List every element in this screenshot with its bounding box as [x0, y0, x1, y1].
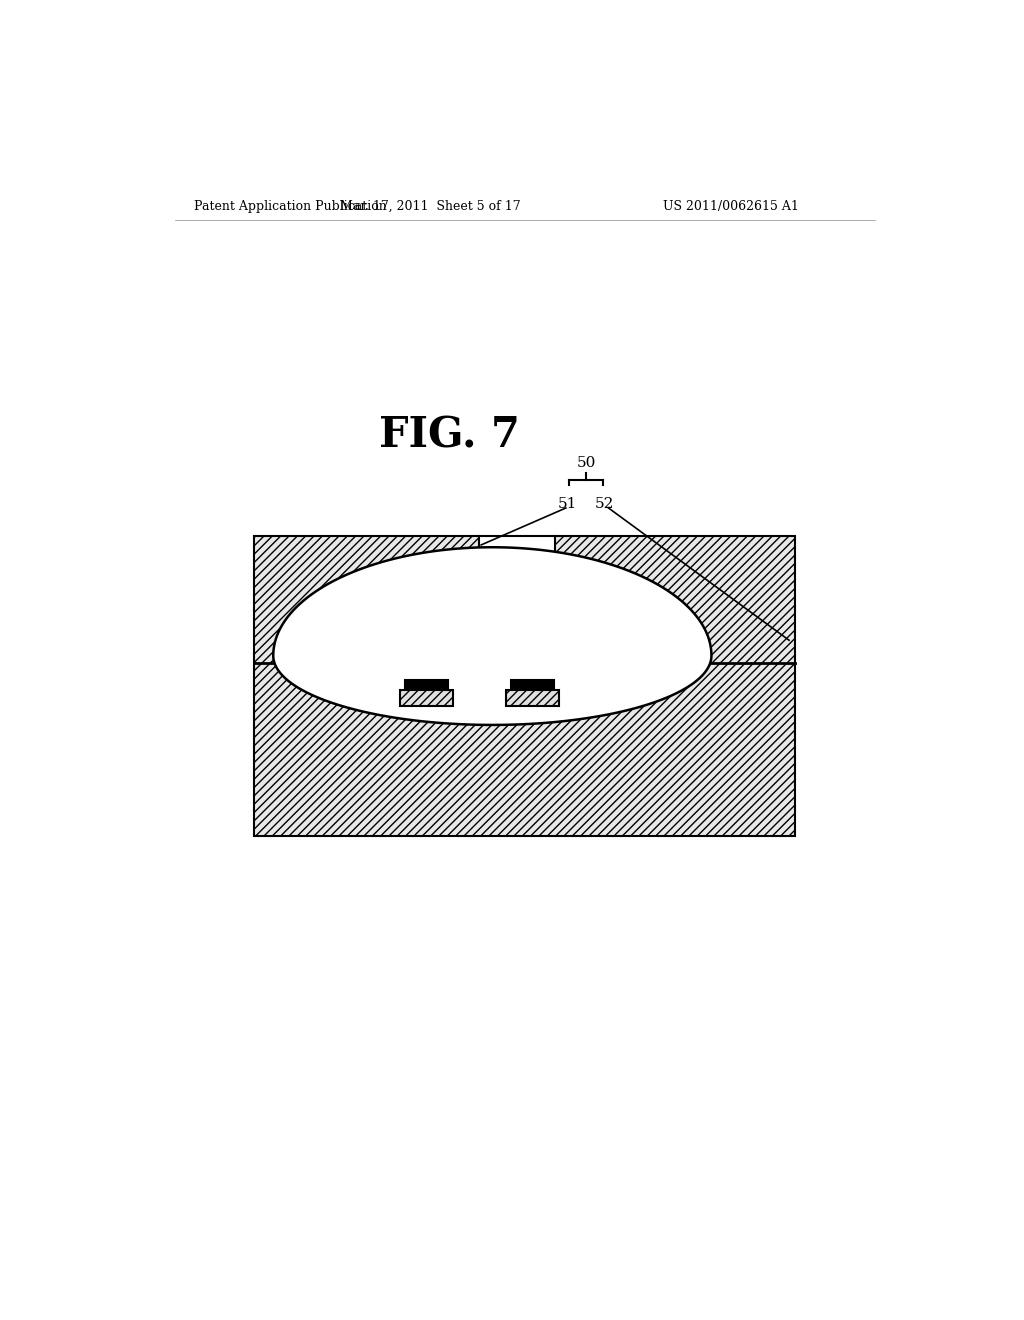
- Text: US 2011/0062615 A1: US 2011/0062615 A1: [663, 199, 799, 213]
- Polygon shape: [555, 536, 796, 664]
- Text: FIG. 7: FIG. 7: [379, 414, 520, 457]
- Polygon shape: [254, 664, 796, 836]
- Text: Mar. 17, 2011  Sheet 5 of 17: Mar. 17, 2011 Sheet 5 of 17: [340, 199, 520, 213]
- Text: 50: 50: [577, 457, 596, 470]
- Bar: [254, 536, 796, 836]
- Bar: [479, 536, 555, 664]
- Bar: [506, 690, 559, 706]
- Text: 10: 10: [393, 623, 413, 638]
- Text: 51: 51: [558, 498, 578, 511]
- Text: 52a: 52a: [499, 630, 527, 644]
- Text: Patent Application Publication: Patent Application Publication: [194, 199, 387, 213]
- Text: 52: 52: [595, 498, 614, 511]
- Text: 53: 53: [410, 635, 428, 649]
- Bar: [511, 680, 554, 690]
- Bar: [406, 680, 447, 690]
- Bar: [400, 690, 453, 706]
- Polygon shape: [254, 536, 479, 664]
- Polygon shape: [273, 548, 712, 725]
- Text: 10: 10: [552, 623, 571, 638]
